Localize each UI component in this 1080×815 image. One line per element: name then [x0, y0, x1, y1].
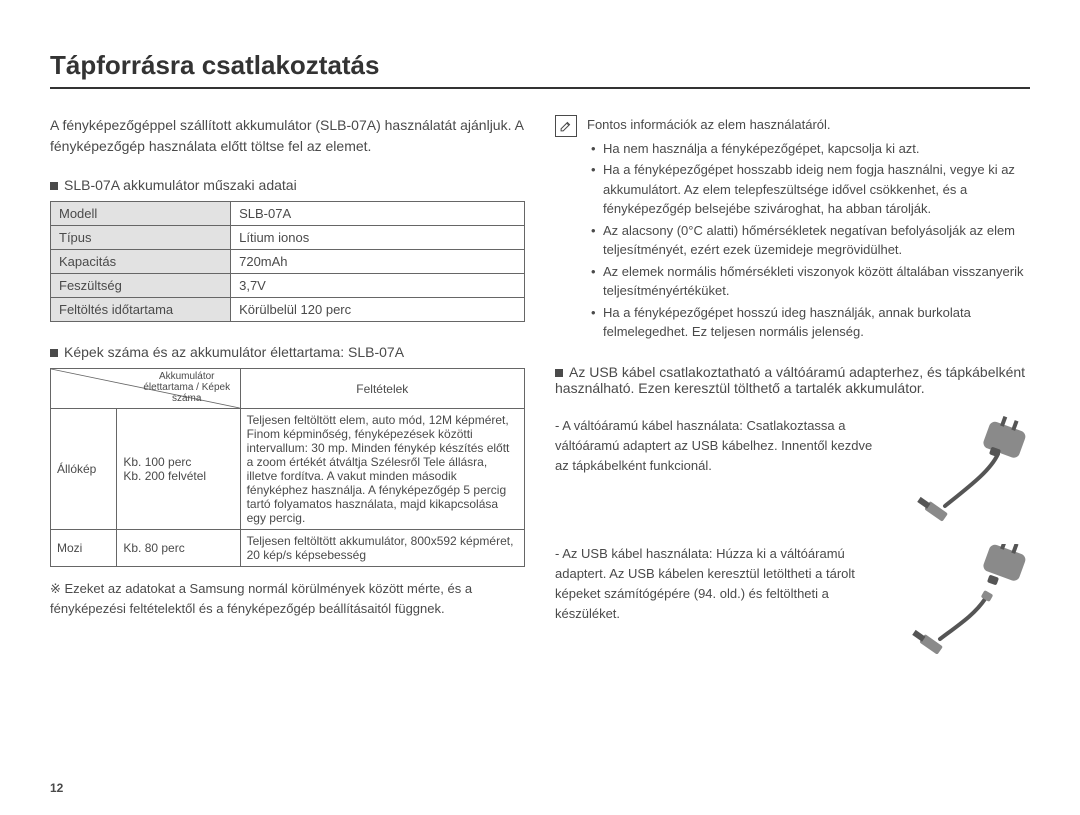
usb-cable-illustration: [890, 544, 1030, 654]
usb-cable-row: - Az USB kábel használata: Húzza ki a vá…: [555, 544, 1030, 654]
usb-cable-text: - Az USB kábel használata: Húzza ki a vá…: [555, 544, 880, 625]
life-value: Kb. 100 perc Kb. 200 felvétel: [117, 409, 240, 530]
usb-intro-text: Az USB kábel csatlakoztatható a váltóára…: [555, 364, 1025, 396]
life-condition: Teljesen feltöltött akkumulátor, 800x592…: [240, 530, 524, 567]
spec-label: Modell: [51, 202, 231, 226]
life-mode: Állókép: [51, 409, 117, 530]
note-title: Fontos információk az elem használatáról…: [587, 115, 1030, 135]
ac-cable-row: - A váltóáramú kábel használata: Csatlak…: [555, 416, 1030, 526]
life-condition: Teljesen feltöltött elem, auto mód, 12M …: [240, 409, 524, 530]
note-bullet: Az alacsony (0°C alatti) hőmérsékletek n…: [591, 221, 1030, 260]
ac-cable-text: - A váltóáramú kábel használata: Csatlak…: [555, 416, 880, 476]
spec-value: Lítium ionos: [231, 226, 525, 250]
life-cond-header: Feltételek: [240, 369, 524, 409]
note-bullet: Ha a fényképezőgépet hosszú ideg használ…: [591, 303, 1030, 342]
spec-label: Típus: [51, 226, 231, 250]
pencil-note-icon: [555, 115, 577, 137]
left-column: A fényképezőgéppel szállított akkumuláto…: [50, 115, 525, 672]
spec-value: SLB-07A: [231, 202, 525, 226]
two-column-layout: A fényképezőgéppel szállított akkumuláto…: [50, 115, 1030, 672]
note-bullet: Ha nem használja a fényképezőgépet, kapc…: [591, 139, 1030, 159]
note-bullet: Ha a fényképezőgépet hosszabb ideig nem …: [591, 160, 1030, 219]
note-bullet: Az elemek normális hőmérsékleti viszonyo…: [591, 262, 1030, 301]
square-bullet-icon: [50, 182, 58, 190]
life-heading-text: Képek száma és az akkumulátor élettartam…: [64, 344, 404, 360]
spec-heading-text: SLB-07A akkumulátor műszaki adatai: [64, 177, 297, 193]
life-table: Akkumulátor élettartama / Képek száma Fe…: [50, 368, 525, 567]
footnote-prefix: ※: [50, 581, 65, 596]
table-row: MoziKb. 80 percTeljesen feltöltött akkum…: [51, 530, 525, 567]
right-column: Fontos információk az elem használatáról…: [555, 115, 1030, 672]
page-number: 12: [50, 781, 63, 795]
spec-label: Feszültség: [51, 274, 231, 298]
square-bullet-icon: [555, 369, 563, 377]
life-value: Kb. 80 perc: [117, 530, 240, 567]
spec-heading: SLB-07A akkumulátor műszaki adatai: [50, 177, 525, 193]
life-table-diag-header: Akkumulátor élettartama / Képek száma: [51, 369, 241, 409]
usb-intro-heading: Az USB kábel csatlakoztatható a váltóára…: [555, 364, 1030, 396]
note-bullet-list: Ha nem használja a fényképezőgépet, kapc…: [587, 139, 1030, 342]
intro-paragraph: A fényképezőgéppel szállított akkumuláto…: [50, 115, 525, 157]
spec-value: Körülbelül 120 perc: [231, 298, 525, 322]
table-row: Feszültség3,7V: [51, 274, 525, 298]
page-title: Tápforrásra csatlakoztatás: [50, 50, 1030, 89]
note-body: Fontos információk az elem használatáról…: [587, 115, 1030, 344]
table-row: ÁllóképKb. 100 perc Kb. 200 felvételTelj…: [51, 409, 525, 530]
note-box: Fontos információk az elem használatáról…: [555, 115, 1030, 344]
spec-value: 3,7V: [231, 274, 525, 298]
footnote-text: Ezeket az adatokat a Samsung normál körü…: [50, 581, 472, 616]
table-row: Feltöltés időtartamaKörülbelül 120 perc: [51, 298, 525, 322]
footnote: ※ Ezeket az adatokat a Samsung normál kö…: [50, 579, 525, 618]
table-row: Kapacitás720mAh: [51, 250, 525, 274]
table-row: ModellSLB-07A: [51, 202, 525, 226]
life-diag-top: Akkumulátor élettartama / Képek száma: [136, 371, 238, 404]
spec-label: Kapacitás: [51, 250, 231, 274]
spec-label: Feltöltés időtartama: [51, 298, 231, 322]
square-bullet-icon: [50, 349, 58, 357]
spec-table: ModellSLB-07ATípusLítium ionosKapacitás7…: [50, 201, 525, 322]
spec-value: 720mAh: [231, 250, 525, 274]
life-heading: Képek száma és az akkumulátor élettartam…: [50, 344, 525, 360]
life-mode: Mozi: [51, 530, 117, 567]
table-row: TípusLítium ionos: [51, 226, 525, 250]
ac-cable-illustration: [890, 416, 1030, 526]
